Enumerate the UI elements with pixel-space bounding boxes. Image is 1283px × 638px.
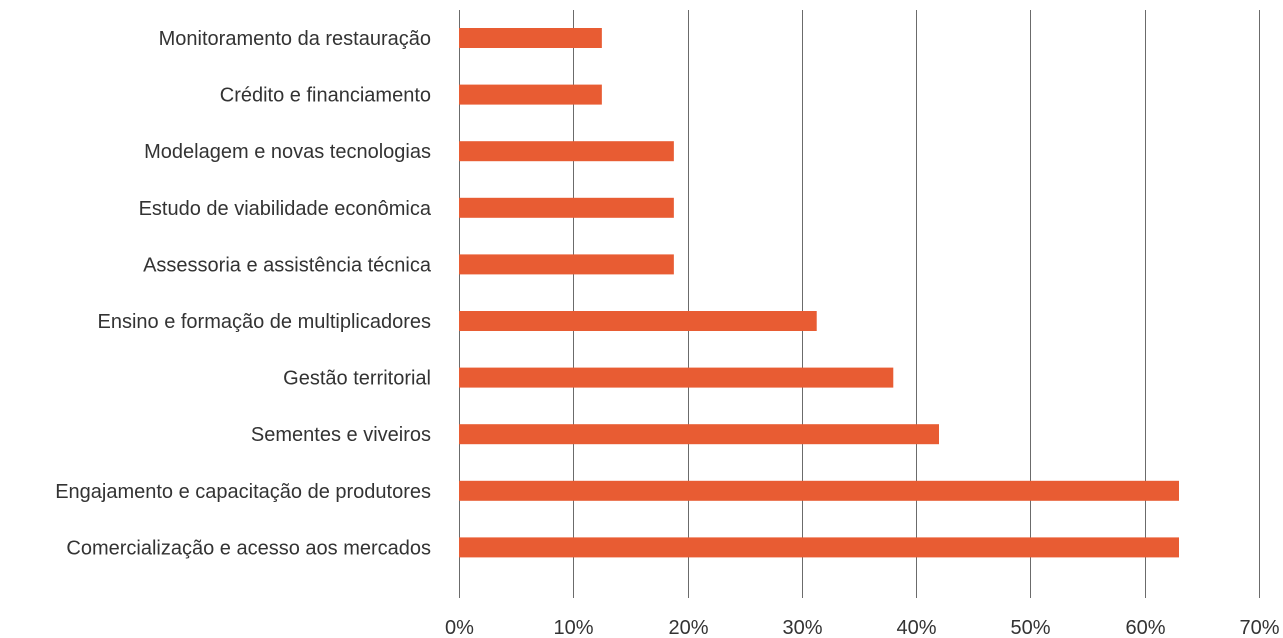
bar bbox=[459, 197, 674, 218]
bar bbox=[459, 537, 1179, 558]
bar bbox=[459, 254, 674, 275]
category-label: Monitoramento da restauração bbox=[159, 28, 431, 50]
category-label: Sementes e viveiros bbox=[251, 424, 431, 446]
category-label: Comercialização e acesso aos mercados bbox=[66, 537, 431, 559]
bar bbox=[459, 28, 602, 48]
bar bbox=[459, 367, 894, 388]
bar bbox=[459, 84, 602, 105]
x-tick-label: 70% bbox=[1239, 617, 1279, 638]
category-label: Engajamento e capacitação de produtores bbox=[55, 481, 431, 503]
x-tick-label: 30% bbox=[782, 617, 822, 638]
bar bbox=[459, 311, 817, 331]
x-tick-label: 60% bbox=[1125, 617, 1165, 638]
category-label: Gestão territorial bbox=[283, 368, 431, 390]
x-tick-label: 20% bbox=[668, 617, 708, 638]
bar bbox=[459, 424, 939, 445]
category-label: Crédito e financiamento bbox=[220, 85, 431, 107]
bar bbox=[459, 480, 1179, 501]
grid-lines bbox=[459, 10, 1260, 598]
x-tick-label: 50% bbox=[1010, 617, 1050, 638]
bars bbox=[459, 28, 1179, 558]
category-label: Assessoria e assistência técnica bbox=[143, 254, 432, 276]
category-label: Ensino e formação de multiplicadores bbox=[97, 311, 431, 333]
x-tick-label: 0% bbox=[445, 617, 474, 638]
x-tick-label: 10% bbox=[553, 617, 593, 638]
category-label: Modelagem e novas tecnologias bbox=[144, 141, 431, 163]
bar bbox=[459, 141, 674, 162]
category-labels: Monitoramento da restauração Crédito e fi… bbox=[55, 28, 432, 559]
category-label: Estudo de viabilidade econômica bbox=[139, 198, 432, 220]
x-tick-label: 40% bbox=[896, 617, 936, 638]
x-axis-tick-labels: 0% 10% 20% 30% 40% 50% 60% 70% bbox=[445, 617, 1280, 638]
